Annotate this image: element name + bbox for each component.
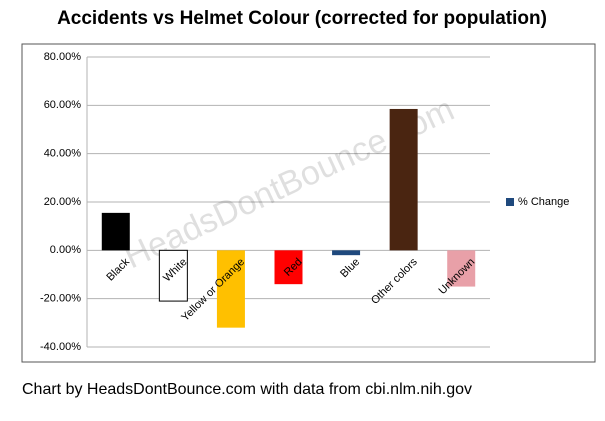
y-tick-label: 40.00%: [44, 148, 82, 160]
y-tick-label: 80.00%: [44, 51, 82, 63]
bar: [274, 250, 303, 285]
y-tick-label: 0.00%: [50, 244, 81, 256]
caption: Chart by HeadsDontBounce.com with data f…: [22, 381, 472, 398]
legend-swatch: [506, 198, 514, 206]
bar: [101, 212, 130, 251]
bar: [158, 249, 188, 302]
bar: [389, 108, 418, 251]
y-tick-label: 60.00%: [44, 99, 82, 111]
bar: [332, 250, 361, 256]
chart-frame: [21, 43, 596, 363]
legend-label: % Change: [518, 196, 569, 208]
bar: [216, 250, 245, 328]
y-tick-label: -40.00%: [40, 341, 81, 353]
bar: [447, 250, 476, 287]
y-tick-label: -20.00%: [40, 293, 81, 305]
y-tick-label: 20.00%: [44, 196, 82, 208]
chart-title: Accidents vs Helmet Colour (corrected fo…: [57, 8, 547, 29]
